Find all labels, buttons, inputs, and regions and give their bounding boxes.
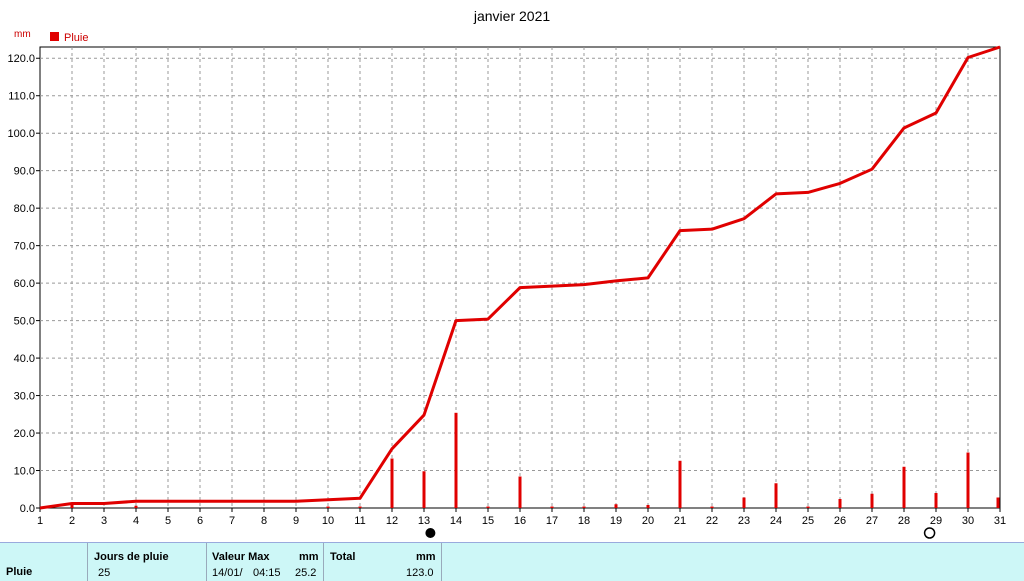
x-tick-label: 27 (866, 515, 878, 527)
valmax-label: Valeur Max (212, 551, 270, 563)
daily-rain-bar (838, 499, 842, 508)
x-tick-label: 12 (386, 515, 398, 527)
x-tick-label: 6 (197, 515, 203, 527)
valmax-value: 25.2 (295, 567, 317, 579)
valmax-unit: mm (299, 551, 319, 563)
daily-rain-bar (486, 506, 490, 508)
total-unit: mm (416, 551, 436, 563)
daily-rain-bar (614, 504, 618, 508)
x-tick-label: 23 (738, 515, 750, 527)
jours-label: Jours de pluie (94, 551, 169, 563)
x-tick-label: 21 (674, 515, 686, 527)
daily-rain-bar (996, 497, 1000, 508)
y-axis-ticks: 0.0 10.0 20.0 30.0 40.0 50.0 60.0 70.0 80.0 90.0 1… (7, 53, 40, 515)
moon-markers (425, 527, 936, 539)
grid (40, 47, 1000, 508)
chart-title: janvier 2021 (473, 8, 550, 24)
y-tick-label: 70.0 (14, 241, 35, 253)
daily-rain-bar (742, 497, 746, 508)
y-axis-unit: mm (14, 29, 31, 40)
x-tick-label: 29 (930, 515, 942, 527)
summary-total: Total mm 123.0 (324, 543, 442, 581)
x-tick-label: 10 (322, 515, 334, 527)
y-tick-label: 0.0 (20, 503, 35, 515)
summary-valmax: Valeur Max mm 14/01/ 04:15 25.2 (207, 543, 324, 581)
daily-rain-bar (934, 493, 938, 508)
jours-value: 25 (98, 567, 111, 579)
x-tick-label: 16 (514, 515, 526, 527)
summary-row-label: Pluie (6, 566, 33, 578)
full-moon-icon (923, 527, 936, 539)
daily-rain-bar (774, 483, 778, 508)
x-tick-label: 1 (37, 515, 43, 527)
x-tick-label: 17 (546, 515, 558, 527)
x-tick-label: 5 (165, 515, 171, 527)
y-tick-label: 80.0 (14, 203, 35, 215)
x-tick-label: 15 (482, 515, 494, 527)
x-tick-label: 13 (418, 515, 430, 527)
x-tick-label: 14 (450, 515, 462, 527)
legend-label: Pluie (64, 32, 88, 44)
summary-jours: Jours de pluie 25 (88, 543, 207, 581)
daily-rain-bar (422, 471, 426, 508)
daily-rain-bar (70, 503, 74, 508)
x-tick-label: 26 (834, 515, 846, 527)
x-tick-label: 31 (994, 515, 1006, 527)
x-tick-label: 18 (578, 515, 590, 527)
daily-rain-bar (870, 493, 874, 508)
daily-rain-bar (582, 506, 586, 508)
x-tick-label: 24 (770, 515, 782, 527)
x-tick-label: 3 (101, 515, 107, 527)
y-tick-label: 100.0 (7, 128, 35, 140)
x-tick-label: 22 (706, 515, 718, 527)
y-tick-label: 20.0 (14, 428, 35, 440)
valmax-time: 04:15 (253, 567, 281, 579)
total-label: Total (330, 551, 356, 563)
summary-table: Pluie Jours de pluie 25 Valeur Max mm 14… (0, 542, 1024, 581)
y-tick-label: 110.0 (8, 91, 35, 103)
x-tick-label: 25 (802, 515, 814, 527)
x-tick-label: 19 (610, 515, 622, 527)
x-axis-ticks: 1 2 3 4 5 6 7 8 9 10 11 12 13 14 15 16 17 18 19 20 21 22 23 24 2… (37, 508, 1006, 527)
daily-rain-bar (966, 452, 970, 508)
x-tick-label: 9 (293, 515, 299, 527)
daily-rain-bar (326, 506, 330, 508)
y-tick-label: 30.0 (14, 391, 35, 403)
y-tick-label: 40.0 (14, 353, 35, 365)
y-tick-label: 50.0 (14, 316, 35, 328)
daily-rain-bar (902, 466, 906, 508)
x-tick-label: 2 (69, 515, 75, 527)
x-tick-label: 8 (261, 515, 267, 527)
daily-rain-bar (678, 460, 682, 508)
daily-rain-bar (358, 506, 362, 508)
cumulative-rain-series (39, 45, 1001, 510)
cumulative-rain-line (39, 45, 1001, 510)
daily-rain-bar (646, 505, 650, 508)
x-tick-label: 7 (229, 515, 235, 527)
x-tick-label: 11 (354, 515, 365, 527)
daily-rain-bar (550, 506, 554, 508)
daily-rain-bar (806, 506, 810, 508)
legend-swatch (50, 32, 59, 41)
daily-rain-bar (390, 458, 394, 508)
x-tick-label: 4 (133, 515, 139, 527)
y-tick-label: 90.0 (14, 166, 35, 178)
total-value: 123.0 (406, 567, 434, 579)
daily-rain-bar (518, 476, 522, 508)
new-moon-icon (425, 528, 436, 538)
x-tick-label: 28 (898, 515, 910, 527)
y-tick-label: 120.0 (7, 53, 35, 65)
x-tick-label: 20 (642, 515, 654, 527)
valmax-date: 14/01/ (212, 567, 243, 579)
daily-rain-bar (454, 412, 458, 508)
summary-row-header: Pluie (0, 543, 88, 581)
daily-rain-bars (70, 412, 1000, 508)
y-tick-label: 60.0 (14, 278, 35, 290)
y-tick-label: 10.0 (14, 466, 35, 478)
daily-rain-bar (134, 505, 138, 508)
x-tick-label: 30 (962, 515, 974, 527)
daily-rain-bar (710, 506, 714, 508)
